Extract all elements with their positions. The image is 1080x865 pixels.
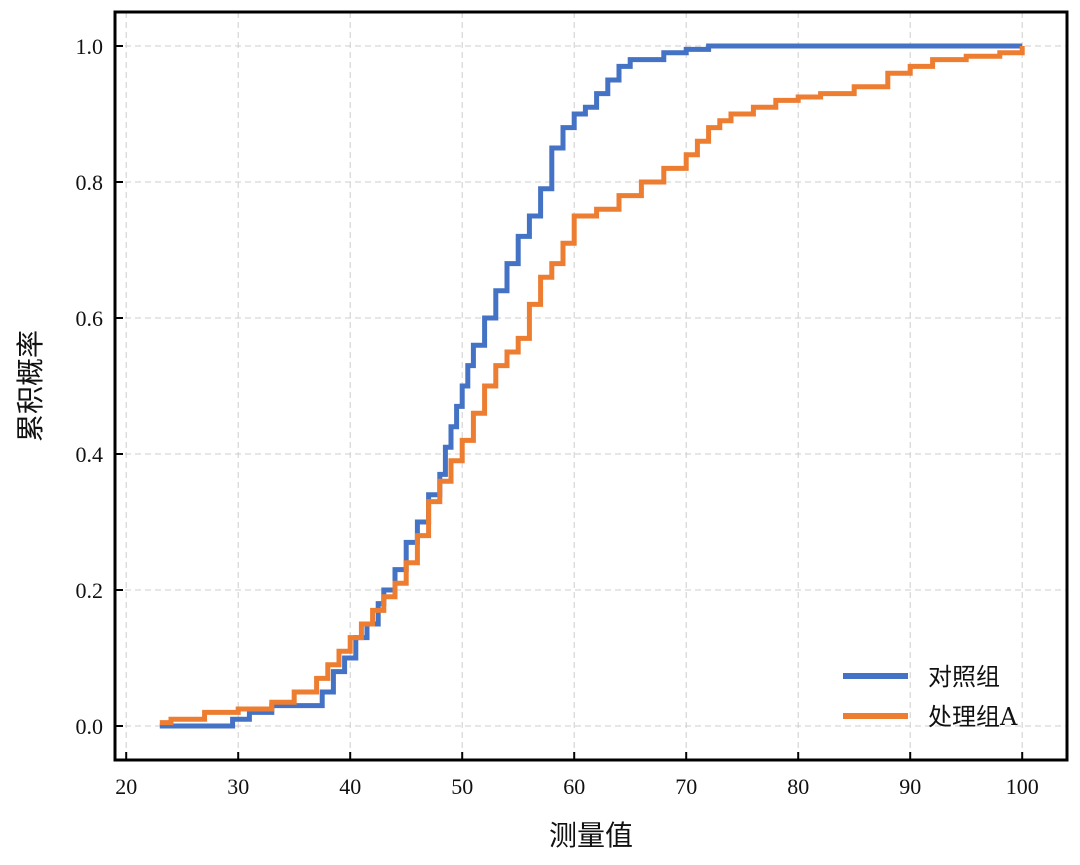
x-tick-label: 60 [563,774,585,799]
y-tick-label: 0.4 [76,442,104,467]
x-tick-label: 80 [787,774,809,799]
axis-ticks [115,45,1024,760]
series-line-0 [159,43,1023,729]
y-tick-label: 1.0 [76,34,104,59]
legend: 对照组 处理组A [843,663,1018,731]
y-tick-label: 0.2 [76,578,104,603]
legend-label-treatment-a: 处理组A [928,703,1018,731]
series-lines [159,43,1025,729]
x-tick-label: 20 [115,774,137,799]
plot-frame [113,10,1069,762]
legend-label-control: 对照组 [928,663,1000,691]
x-axis-title: 测量值 [549,819,633,852]
y-axis-title: 累积概率 [14,330,47,442]
x-tick-label: 100 [1006,774,1039,799]
series-line-1 [159,46,1025,726]
x-tick-label: 90 [899,774,921,799]
y-tick-label: 0.8 [76,170,104,195]
x-tick-label: 50 [451,774,473,799]
x-tick-label: 30 [227,774,249,799]
axis-tick-labels: 20 30 40 50 60 70 80 90 100 0.0 0.2 0.4 0.6 0.8 1.0 [76,34,1039,799]
grid-lines [115,12,1067,760]
x-tick-label: 40 [339,774,361,799]
x-tick-label: 70 [675,774,697,799]
y-tick-label: 0.6 [76,306,104,331]
y-tick-label: 0.0 [76,714,104,739]
